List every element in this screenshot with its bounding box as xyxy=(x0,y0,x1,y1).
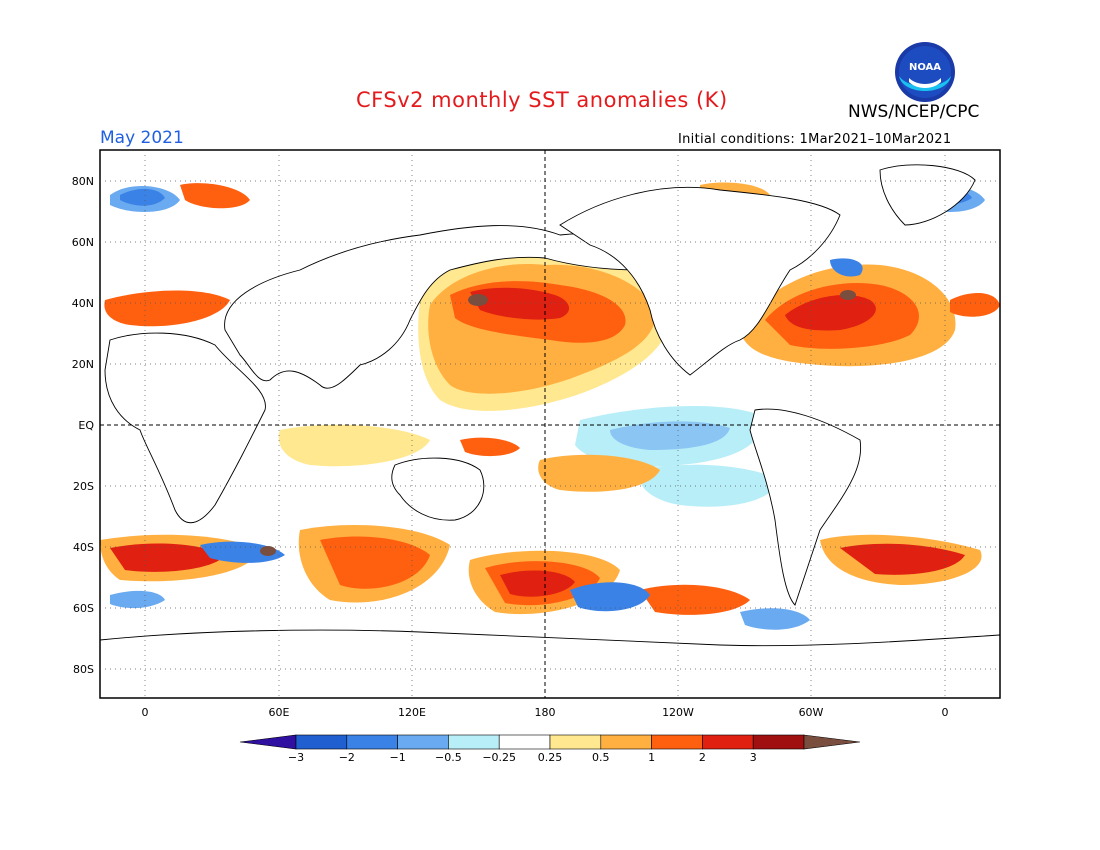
map-title: CFSv2 monthly SST anomalies (K) xyxy=(356,88,728,112)
colorbar-level-label: −0.25 xyxy=(482,751,516,764)
lon-tick-label: 120E xyxy=(398,706,426,719)
initial-conditions: Initial conditions: 1Mar2021–10Mar2021 xyxy=(678,132,952,147)
lat-tick-label: 80N xyxy=(72,175,94,188)
lat-tick-label: 20S xyxy=(73,480,94,493)
map-frame xyxy=(99,149,1001,699)
logo-text: NOAA xyxy=(909,62,941,73)
reference-lines xyxy=(100,150,1000,698)
colorbar-level-label: −1 xyxy=(389,751,405,764)
lon-tick-label: 0 xyxy=(942,706,949,719)
lon-tick-label: 120W xyxy=(662,706,694,719)
lat-tick-label: 40S xyxy=(73,541,94,554)
lat-tick-label: 40N xyxy=(72,297,94,310)
colorbar-segment xyxy=(702,734,754,750)
colorbar-level-label: 0.25 xyxy=(538,751,563,764)
colorbar-level-label: −2 xyxy=(339,751,355,764)
lat-tick-label: EQ xyxy=(78,419,94,432)
colorbar-segment xyxy=(600,734,652,750)
lon-tick-label: 60E xyxy=(269,706,290,719)
colorbar-segment xyxy=(651,734,703,750)
lon-tick-label: 0 xyxy=(142,706,149,719)
colorbar-segment xyxy=(397,734,449,750)
lon-tick-label: 60W xyxy=(799,706,824,719)
colorbar-level-label: 2 xyxy=(699,751,706,764)
lat-tick-label: 20N xyxy=(72,358,94,371)
lat-tick-labels: 80N 60N 40N 20N EQ 20S 40S 60S 80S xyxy=(72,175,95,676)
lat-tick-label: 80S xyxy=(73,663,94,676)
colorbar-segment xyxy=(295,734,348,750)
forecast-month: May 2021 xyxy=(100,128,184,148)
lat-tick-label: 60N xyxy=(72,236,94,249)
anomaly-field xyxy=(100,150,1000,698)
colorbar-level-label: 0.5 xyxy=(592,751,610,764)
organization-label: NWS/NCEP/CPC xyxy=(848,102,980,122)
colorbar-segment xyxy=(549,734,602,750)
colorbar-level-label: −0.5 xyxy=(435,751,462,764)
colorbar-low-extend xyxy=(239,734,297,750)
colorbar-segment xyxy=(498,734,551,750)
lon-tick-labels: 0 60E 120E 180 120W 60W 0 xyxy=(142,706,949,719)
colorbar-level-label: 3 xyxy=(750,751,757,764)
colorbar-segment xyxy=(448,734,500,750)
colorbar-segment xyxy=(346,734,398,750)
noaa-logo-icon: NOAA xyxy=(895,42,955,102)
graticule xyxy=(100,150,1000,698)
colorbar-segment xyxy=(752,734,805,750)
lon-tick-label: 180 xyxy=(535,706,556,719)
colorbar-level-label: −3 xyxy=(288,751,304,764)
colorbar-high-extend xyxy=(803,734,861,750)
lat-tick-label: 60S xyxy=(73,602,94,615)
colorbar: −3 −2 −1 −0.5 −0.25 0.25 0.5 1 2 3 xyxy=(239,734,861,764)
colorbar-level-label: 1 xyxy=(648,751,655,764)
